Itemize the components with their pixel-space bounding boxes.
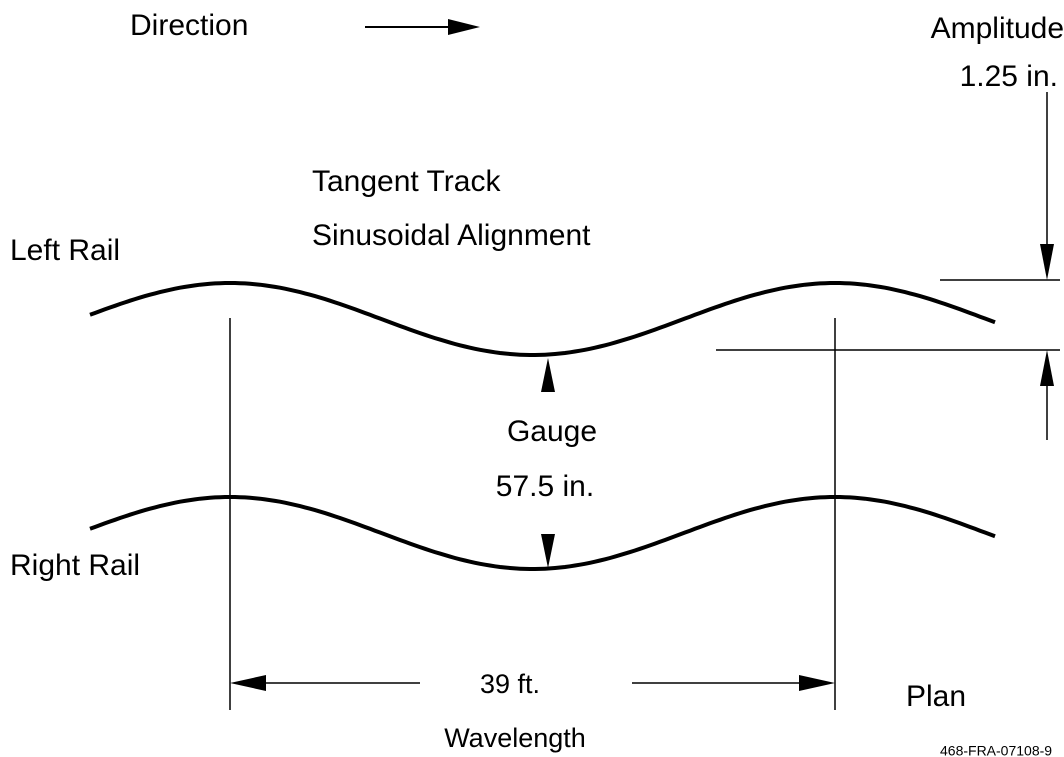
gauge-label: Gauge (507, 415, 597, 448)
amplitude-value: 1.25 in. (960, 60, 1058, 93)
wavelength-arrow-left (230, 675, 266, 691)
figure-id: 468-FRA-07108-9 (940, 743, 1052, 757)
gauge-arrow-down (541, 534, 555, 568)
wavelength-arrow-right (799, 675, 835, 691)
title-line1: Tangent Track (312, 165, 501, 198)
direction-arrow-head (448, 19, 480, 35)
wavelength-value: 39 ft. (480, 669, 540, 699)
right-rail-label: Right Rail (10, 549, 140, 582)
gauge-value: 57.5 in. (496, 470, 594, 503)
right-rail (89, 495, 996, 571)
left-rail-label: Left Rail (10, 234, 120, 267)
left-rail (89, 281, 996, 357)
wavelength-label: Wavelength (444, 723, 586, 753)
title-line2: Sinusoidal Alignment (312, 219, 591, 252)
gauge-arrow-up (541, 358, 555, 392)
amplitude-arrow-down (1040, 244, 1054, 280)
direction-label: Direction (130, 9, 248, 42)
amplitude-label: Amplitude (931, 12, 1064, 45)
amplitude-arrow-up (1040, 350, 1054, 386)
view-label: Plan (906, 680, 966, 713)
